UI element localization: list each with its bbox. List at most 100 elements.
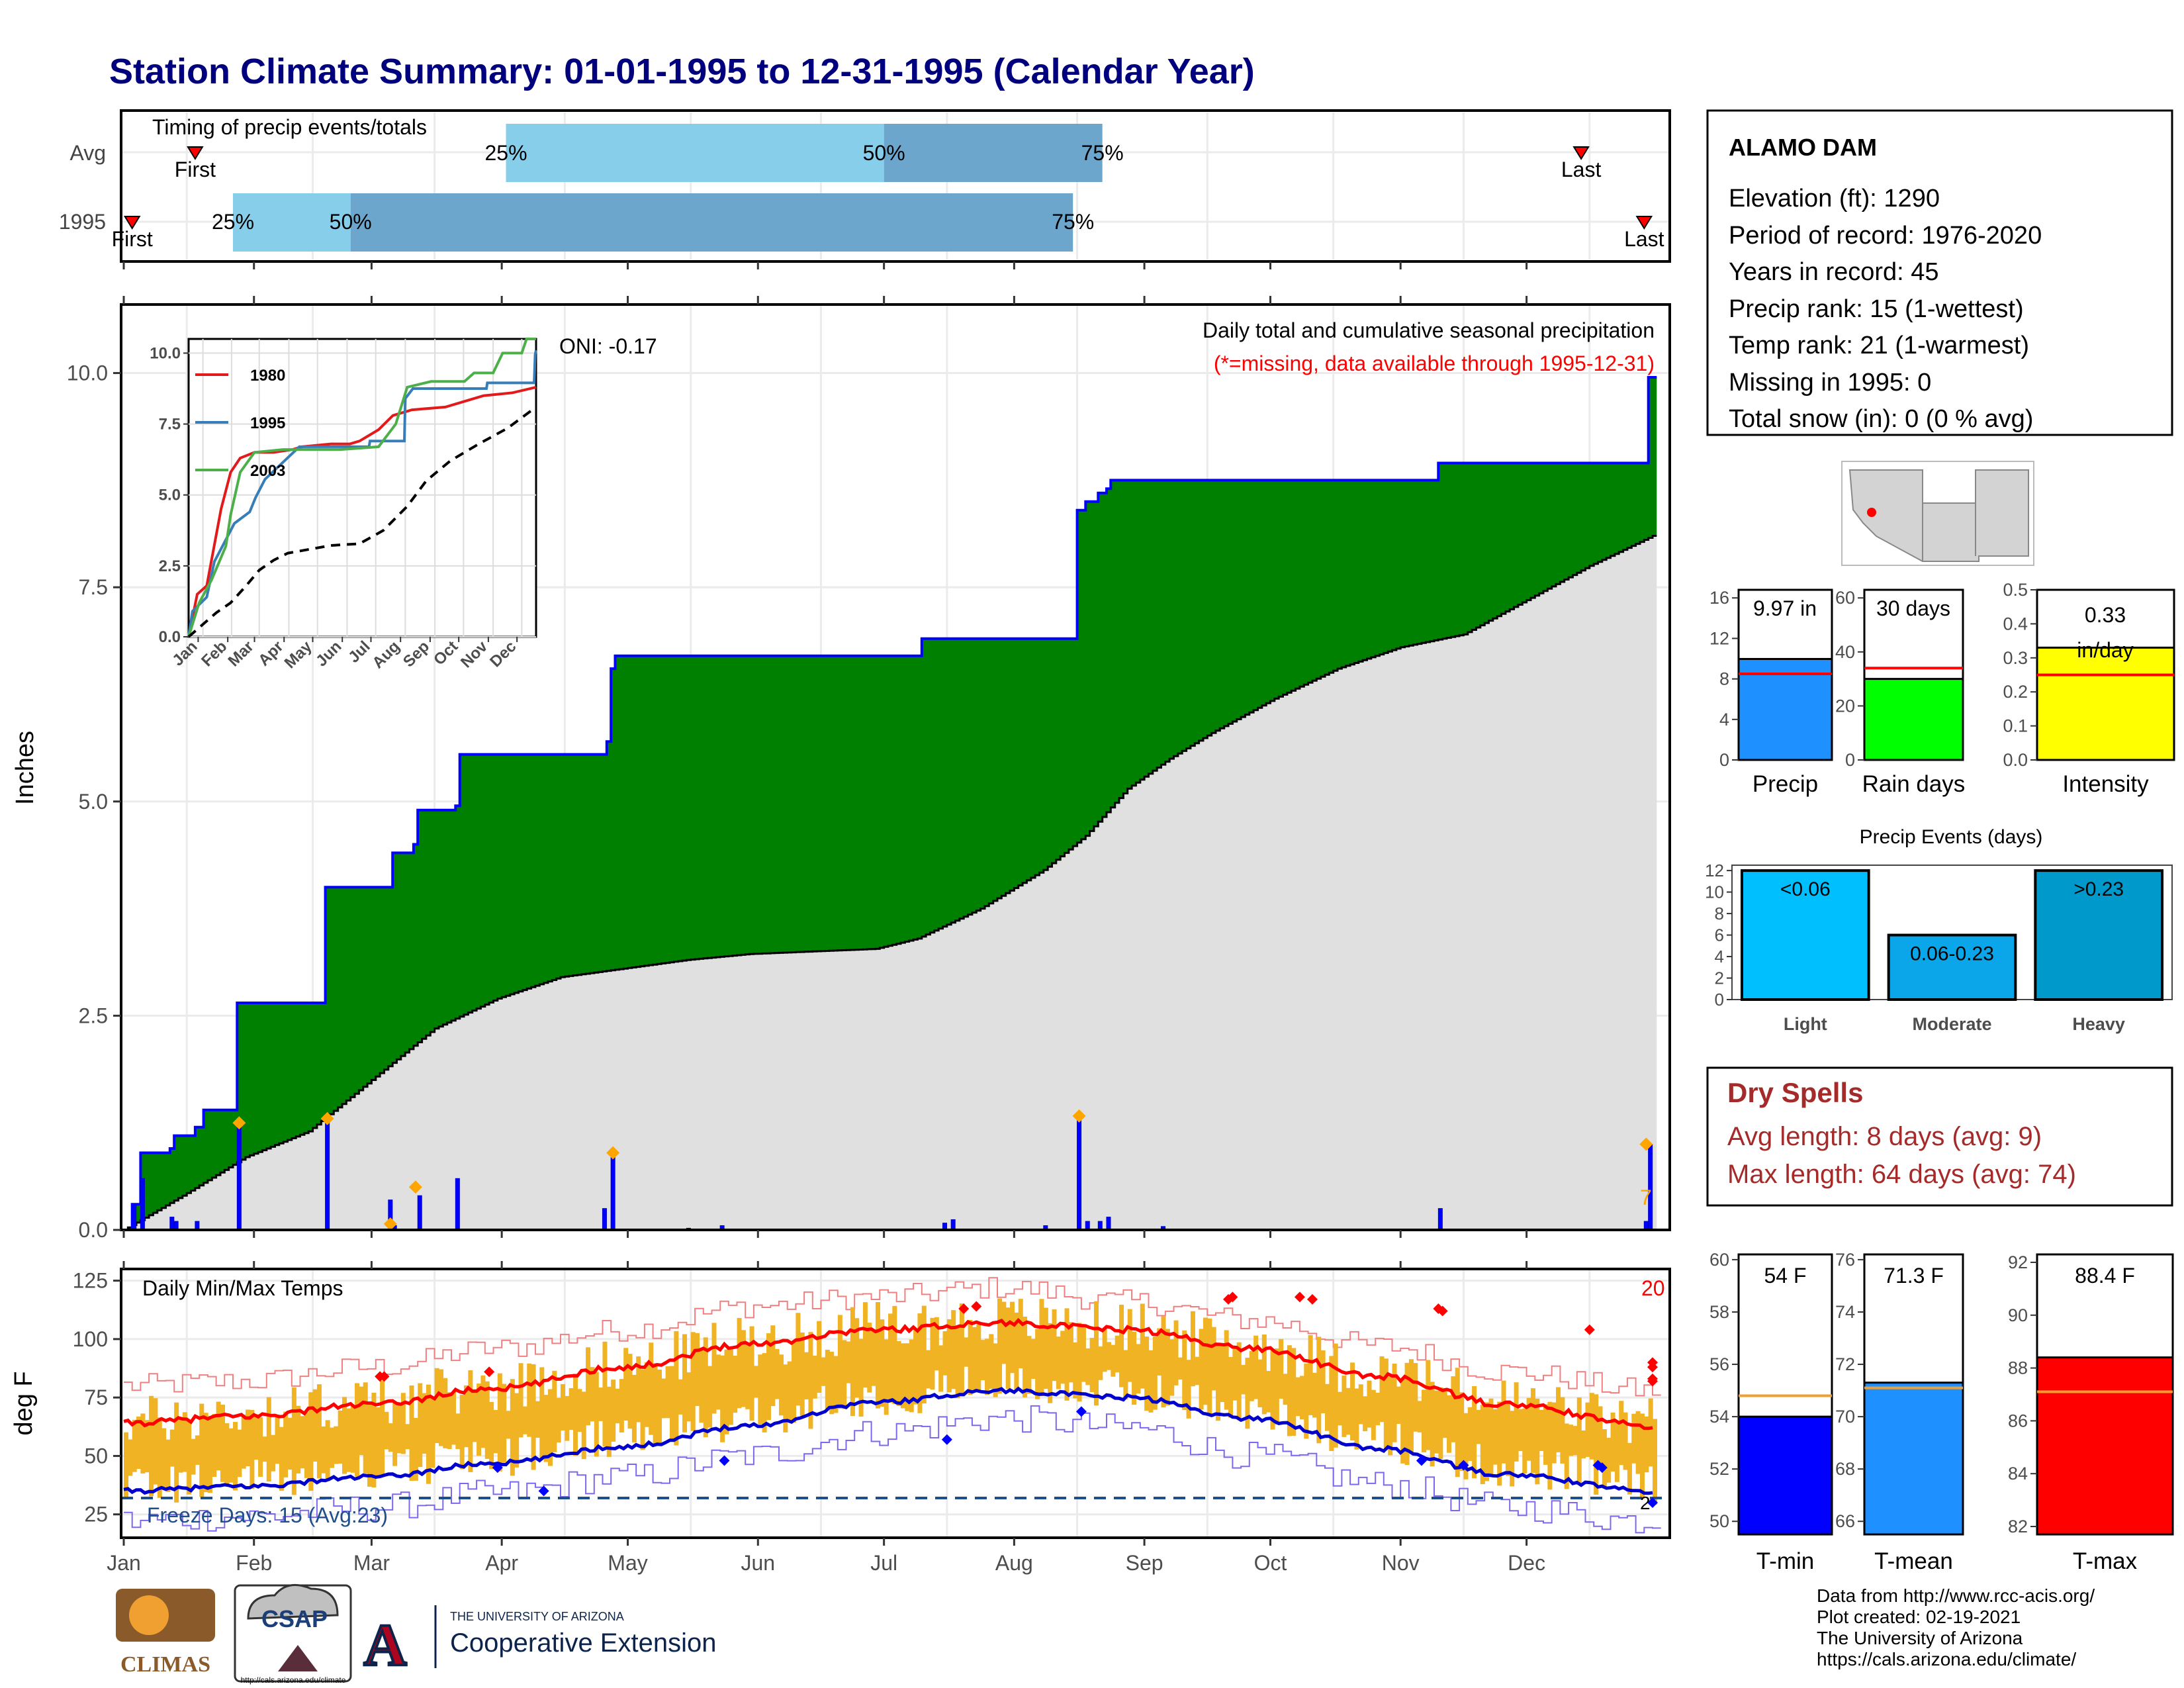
timing-title: Timing of precip events/totals bbox=[152, 115, 427, 139]
daily-temp-bar bbox=[413, 1418, 418, 1481]
daily-temp-bar bbox=[787, 1361, 792, 1422]
daily-temp-bar bbox=[674, 1331, 679, 1446]
daily-temp-bar bbox=[1287, 1345, 1292, 1436]
stat-y-tick-label: 90 bbox=[2008, 1305, 2028, 1325]
daily-temp-bar bbox=[153, 1398, 158, 1485]
daily-temp-bar bbox=[1610, 1412, 1615, 1472]
daily-temp-bar bbox=[304, 1412, 309, 1478]
daily-temp-bar bbox=[1064, 1308, 1069, 1401]
daily-temp-bar bbox=[1585, 1402, 1590, 1457]
csap-logo-text: CSAP bbox=[261, 1605, 328, 1632]
csap-logo: CSAP http://cals.arizona.edu/climate bbox=[234, 1583, 352, 1685]
daily-temp-bar bbox=[1236, 1342, 1242, 1421]
daily-temp-bar bbox=[1497, 1401, 1502, 1486]
daily-temp-bar bbox=[1417, 1401, 1422, 1432]
daily-temp-bar bbox=[741, 1330, 746, 1407]
daily-temp-bar bbox=[909, 1339, 914, 1413]
daily-temp-bar bbox=[1266, 1370, 1271, 1413]
daily-temp-bar bbox=[690, 1332, 696, 1431]
temp-y-tick-label: 100 bbox=[73, 1327, 108, 1351]
inset-line-2003 bbox=[187, 338, 536, 637]
daily-temp-bar bbox=[1530, 1388, 1535, 1474]
daily-temp-bar bbox=[1093, 1301, 1099, 1406]
inset-legend-label: 1980 bbox=[250, 367, 285, 385]
daily-temp-bar bbox=[1606, 1438, 1612, 1483]
events-y-tick-label: 4 bbox=[1715, 947, 1724, 966]
daily-precip-bar bbox=[455, 1178, 460, 1231]
month-label: Feb bbox=[236, 1551, 272, 1575]
daily-temp-bar bbox=[552, 1370, 557, 1452]
daily-temp-bar bbox=[1426, 1360, 1431, 1450]
daily-temp-bar bbox=[522, 1406, 527, 1434]
daily-temp-bar bbox=[1472, 1385, 1477, 1479]
daily-temp-bar bbox=[1564, 1423, 1569, 1489]
daily-temp-bar bbox=[1043, 1307, 1048, 1389]
daily-temp-bar bbox=[653, 1363, 658, 1446]
daily-temp-bar bbox=[594, 1372, 599, 1457]
daily-temp-bar bbox=[770, 1325, 776, 1407]
daily-temp-bar bbox=[1186, 1360, 1191, 1419]
daily-temp-bar bbox=[1224, 1330, 1229, 1410]
record-high-marker bbox=[1294, 1291, 1305, 1303]
daily-temp-bar bbox=[1144, 1336, 1150, 1411]
timing-row-label-avg: Avg bbox=[69, 141, 106, 165]
daily-temp-bar bbox=[733, 1355, 738, 1413]
daily-temp-bar bbox=[216, 1401, 221, 1471]
daily-temp-bar bbox=[182, 1412, 187, 1472]
daily-temp-bar bbox=[1455, 1368, 1460, 1477]
inset-line-average bbox=[187, 406, 537, 638]
daily-temp-bar bbox=[737, 1317, 742, 1409]
station-name: ALAMO DAM bbox=[1729, 134, 1877, 161]
daily-temp-bar bbox=[371, 1392, 377, 1488]
daily-temp-bar bbox=[623, 1348, 629, 1421]
daily-temp-bar bbox=[518, 1363, 523, 1438]
daily-temp-bar bbox=[1245, 1358, 1250, 1429]
ua-logo: A THE UNIVERSITY OF ARIZONA Cooperative … bbox=[363, 1605, 716, 1679]
daily-precip-bar bbox=[950, 1219, 956, 1231]
daily-temp-bar bbox=[287, 1417, 293, 1470]
month-label: Sep bbox=[1126, 1551, 1163, 1575]
daily-temp-bar bbox=[161, 1428, 167, 1487]
daily-temp-bar bbox=[241, 1414, 246, 1469]
events-category-label: Light bbox=[1784, 1014, 1827, 1034]
daily-temp-bar bbox=[355, 1383, 360, 1477]
events-y-tick-label: 2 bbox=[1715, 968, 1724, 988]
daily-temp-bar bbox=[1081, 1325, 1086, 1382]
daily-temp-bar bbox=[561, 1383, 566, 1431]
daily-temp-bar bbox=[993, 1343, 998, 1397]
temp-y-label: deg F bbox=[10, 1371, 38, 1435]
daily-temp-bar bbox=[132, 1419, 137, 1472]
mountain-icon bbox=[278, 1645, 318, 1671]
daily-temp-bar bbox=[535, 1401, 540, 1438]
daily-temp-bar bbox=[1375, 1392, 1381, 1426]
daily-temp-bar bbox=[598, 1387, 604, 1421]
stat-y-tick-label: 56 bbox=[1709, 1354, 1729, 1374]
daily-temp-bar bbox=[1182, 1330, 1187, 1411]
timing-bar-q50-q75 bbox=[884, 124, 1103, 182]
daily-temp-bar bbox=[968, 1319, 973, 1395]
record-low-marker bbox=[1596, 1462, 1608, 1474]
daily-temp-bar bbox=[1299, 1376, 1304, 1420]
daily-temp-bar bbox=[438, 1369, 443, 1446]
daily-temp-bar bbox=[1430, 1382, 1435, 1467]
daily-temp-bar bbox=[926, 1350, 931, 1389]
inset-legend: 1980 1995 2003 bbox=[195, 367, 285, 480]
daily-temp-bar bbox=[1518, 1409, 1523, 1452]
daily-temp-bar bbox=[1594, 1394, 1599, 1495]
daily-temp-bar bbox=[1207, 1318, 1212, 1416]
station-frame bbox=[1706, 109, 2173, 436]
stat-y-tick-label: 92 bbox=[2008, 1252, 2028, 1272]
daily-temp-bar bbox=[363, 1382, 368, 1474]
daily-temp-bar bbox=[1014, 1312, 1019, 1391]
daily-temp-bar bbox=[984, 1338, 989, 1395]
record-min-line bbox=[124, 1405, 1661, 1534]
inset-grid bbox=[189, 339, 536, 637]
daily-temp-bar bbox=[422, 1393, 427, 1454]
daily-temp-bar bbox=[199, 1403, 205, 1497]
events-category-label: Heavy bbox=[2072, 1014, 2125, 1034]
inset-y-tick-label: 0.0 bbox=[159, 628, 181, 646]
daily-temp-bar bbox=[237, 1429, 242, 1477]
daily-temp-bar bbox=[720, 1355, 725, 1442]
record-low-marker bbox=[941, 1434, 952, 1445]
daily-temp-bar bbox=[1052, 1309, 1057, 1382]
